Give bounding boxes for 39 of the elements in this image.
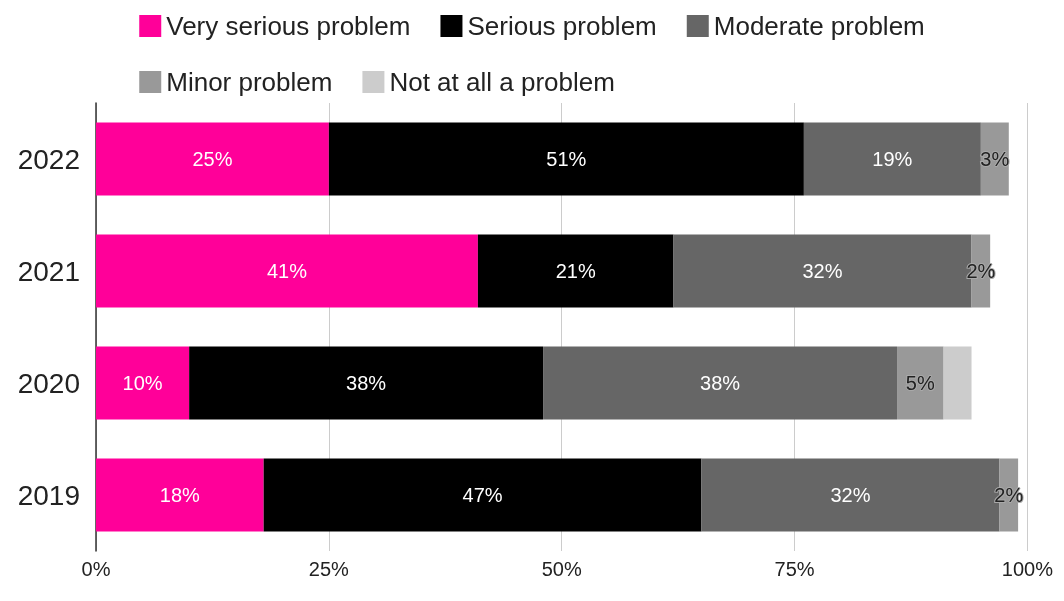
data-label: 41% (266, 260, 308, 282)
legend-label: Very serious problem (166, 11, 411, 41)
data-label: 32% (802, 260, 843, 282)
legend-label: Minor problem (166, 67, 333, 97)
legend-label: Moderate problem (713, 11, 925, 41)
bar (943, 346, 972, 420)
data-label: 38% (700, 372, 741, 394)
data-label: 47% (462, 484, 503, 506)
bar (96, 234, 478, 308)
bar (96, 122, 329, 196)
data-label: 21% (555, 260, 596, 282)
y-tick-label: 2019 (17, 479, 80, 511)
data-label: 19% (872, 148, 913, 170)
x-tick-label: 100% (1001, 558, 1054, 580)
bar (328, 122, 804, 196)
bar (803, 122, 981, 196)
x-tick-label: 50% (541, 558, 582, 580)
bar (96, 346, 190, 420)
x-tick-label: 0% (81, 558, 111, 580)
legend-label: Serious problem (467, 11, 657, 41)
bar (263, 458, 702, 532)
bar (189, 346, 544, 420)
legend-label: Not at all a problem (389, 67, 615, 97)
y-tick-label: 2021 (17, 255, 80, 287)
bar (96, 458, 264, 532)
x-tick-label: 25% (308, 558, 350, 580)
bar (543, 346, 898, 420)
data-label: 32% (830, 484, 871, 506)
y-tick-label: 2022 (17, 143, 80, 175)
data-label: 25% (192, 148, 233, 170)
x-tick-label: 75% (774, 558, 815, 580)
data-label: 5% (905, 372, 935, 394)
data-label: 3% (980, 148, 1010, 170)
y-tick-label: 2020 (17, 367, 80, 399)
data-label: 18% (159, 484, 201, 506)
bar (477, 234, 674, 308)
data-label: 10% (122, 372, 163, 394)
data-label: 51% (546, 148, 587, 170)
data-label: 38% (346, 372, 387, 394)
